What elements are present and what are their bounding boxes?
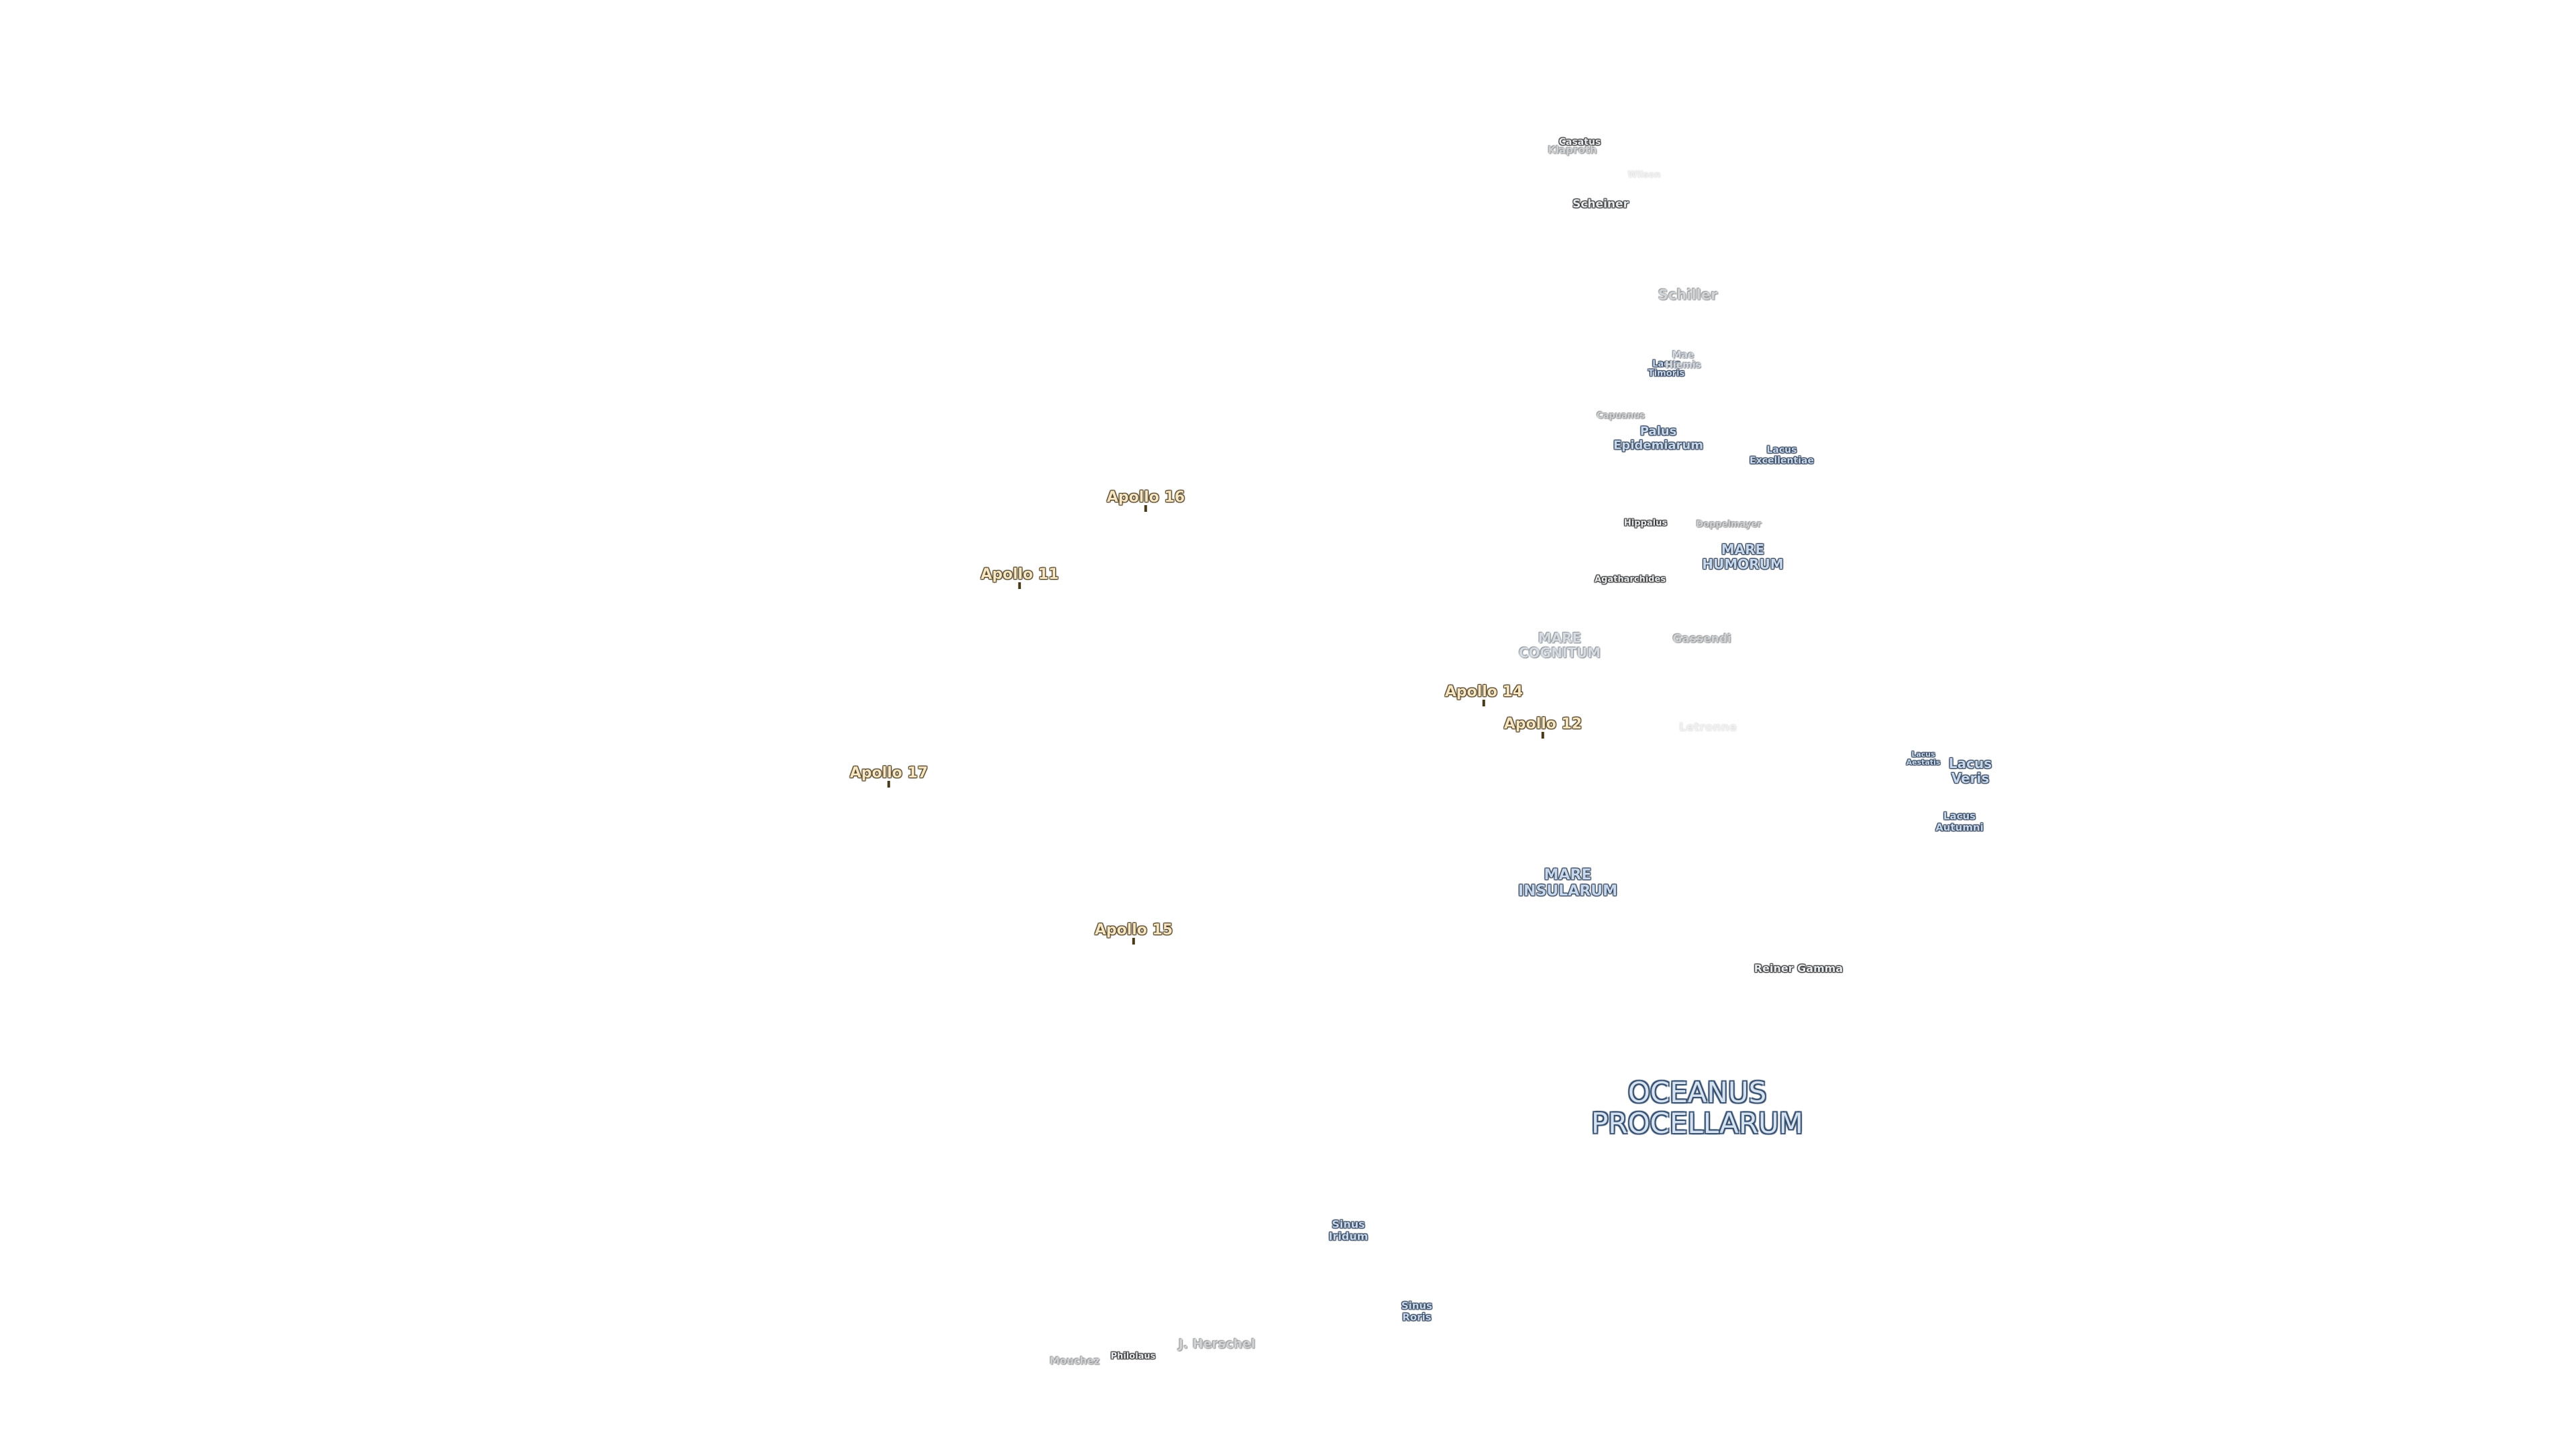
agatharchides-label: Agatharchides xyxy=(1594,574,1666,585)
mare-cognitum-label: MARE COGNITUM xyxy=(1518,630,1601,661)
doppelmayer-label: Doppelmayer xyxy=(1696,519,1762,530)
mare-humorum-label: MARE HUMORUM xyxy=(1702,541,1784,572)
lacus-autumni-label: Lacus Autumni xyxy=(1935,810,1984,833)
wilson-label: Wilson xyxy=(1627,170,1661,180)
lacus-aestatis-label: Lacus Aestatis xyxy=(1906,749,1941,767)
palus-epidemiarum-label: Palus Epidemiarum xyxy=(1613,424,1703,452)
philolaus-label: Philolaus xyxy=(1110,1351,1156,1362)
schiller-label: Schiller xyxy=(1658,286,1718,303)
mare-insularum-label: MARE INSULARUM xyxy=(1517,866,1618,900)
mouchez-label: Mouchez xyxy=(1049,1354,1100,1367)
gassendi-label: Gassendi xyxy=(1672,632,1731,646)
sinus-iridum-label: Sinus Iridum xyxy=(1328,1218,1368,1242)
mare-hiemis-label: Mae Hiemis xyxy=(1665,350,1701,371)
oceanus-procellarum-label: OCEANUS PROCELLARUM xyxy=(1591,1075,1804,1140)
capuanus-label: Capuanus xyxy=(1597,411,1645,421)
apollo-15-label[interactable]: Apollo 15 xyxy=(1094,922,1173,945)
hippalus-label: Hippalus xyxy=(1623,518,1668,529)
apollo-12-label[interactable]: Apollo 12 xyxy=(1503,716,1582,739)
reiner-gamma-label: Reiner Gamma xyxy=(1754,962,1843,975)
letronne-label: Letronne xyxy=(1678,720,1737,735)
lacus-excellentiae-label: Lacus Excellentiae xyxy=(1750,444,1814,466)
sinus-roris-label: Sinus Roris xyxy=(1401,1299,1433,1323)
klaproth-label: Klaproth xyxy=(1548,144,1597,156)
lacus-veris-label: Lacus Veris xyxy=(1948,755,1992,786)
lacus-timoris-label: Lacus Timoris xyxy=(1648,359,1685,379)
apollo-11-label[interactable]: Apollo 11 xyxy=(980,566,1059,589)
apollo-14-label[interactable]: Apollo 14 xyxy=(1444,684,1523,706)
scheiner-label: Scheiner xyxy=(1572,197,1629,211)
apollo-16-label[interactable]: Apollo 16 xyxy=(1106,489,1185,512)
j-herschel-label: J. Herschel xyxy=(1178,1336,1256,1352)
casatus-label: Casatus xyxy=(1558,137,1601,148)
apollo-17-label[interactable]: Apollo 17 xyxy=(849,765,928,788)
